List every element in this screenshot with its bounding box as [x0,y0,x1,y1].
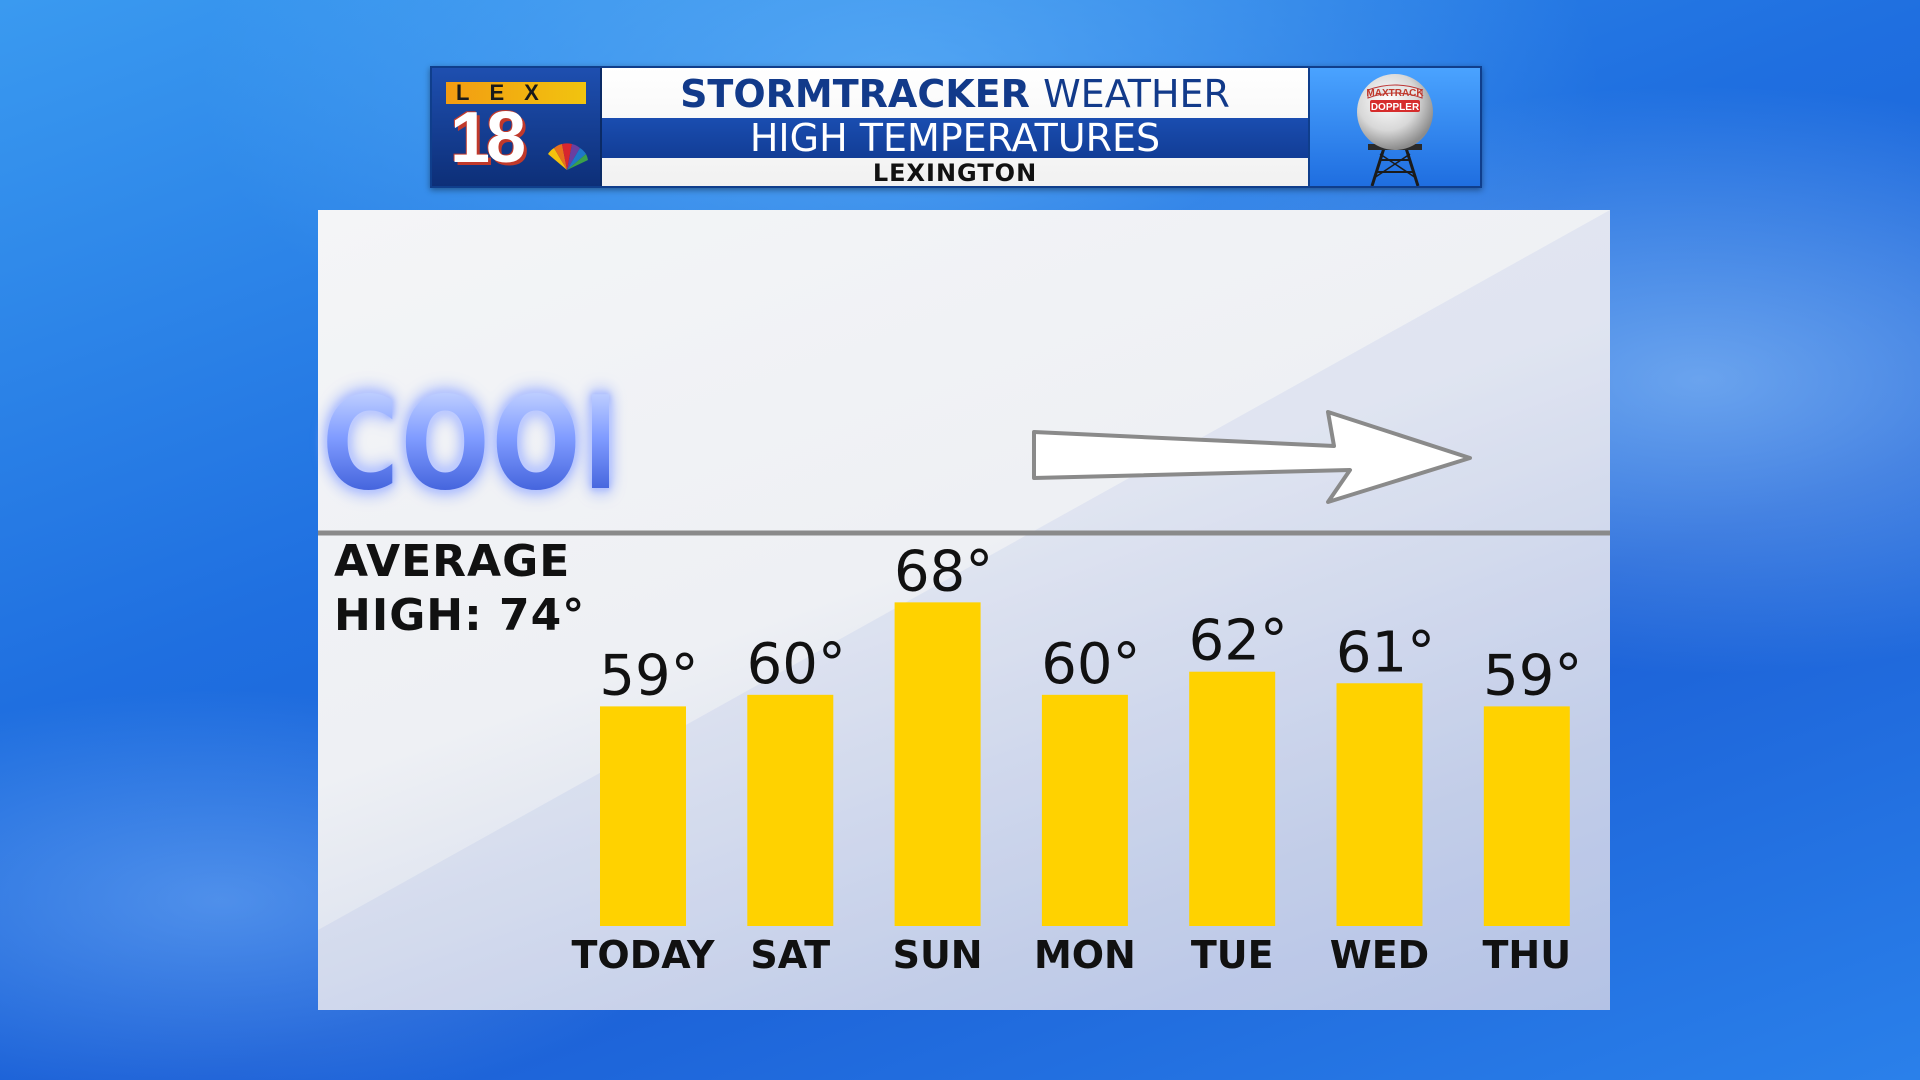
trend-word: COOL [322,370,651,519]
radar-logo-text-bottom: DOPPLER [1371,102,1420,113]
bar-wed [1336,683,1423,926]
header-title-bold: STORMTRACKER [680,72,1030,116]
average-high-label: AVERAGE HIGH: 74° [334,535,634,643]
bar-sun [894,602,981,926]
category-label-wed: WED [1330,933,1429,977]
average-high-label-line1: AVERAGE [334,536,571,587]
header-banner: LEX 18 STORMTRACKER WEATHER HIGH TEMPERA… [430,66,1482,188]
radar-tower-icon: MAXTRACK DOPPLER [1357,74,1433,187]
header-title: STORMTRACKER WEATHER [602,72,1308,116]
category-label-mon: MON [1034,933,1136,977]
station-logo: LEX 18 [432,68,602,186]
value-label-wed: 61° [1336,620,1435,685]
radar-logo: MAXTRACK DOPPLER [1310,68,1480,187]
peacock-icon [548,143,588,170]
value-label-thu: 59° [1483,643,1582,708]
value-label-today: 59° [599,643,698,708]
header-title-block: STORMTRACKER WEATHER HIGH TEMPERATURES L… [602,68,1308,186]
bar-thu [1483,706,1570,926]
bar-mon [1041,694,1128,926]
station-logo-letters: LEX [446,82,586,104]
value-label-mon: 60° [1041,632,1140,697]
value-label-sat: 60° [747,632,846,697]
bar-tue [1189,671,1276,926]
header-title-light: WEATHER [1043,72,1230,116]
category-label-tue: TUE [1191,933,1274,977]
value-label-sun: 68° [894,539,993,604]
average-high-label-line2: HIGH: 74° [334,590,586,641]
station-logo-number: 18 [450,98,526,178]
category-label-today: TODAY [571,933,715,977]
category-label-thu: THU [1483,933,1572,977]
bar-today [600,706,686,926]
value-label-tue: 62° [1189,609,1288,674]
header-subtitle: HIGH TEMPERATURES [602,118,1308,158]
radar-logo-text-top: MAXTRACK [1366,88,1424,99]
header-location: LEXINGTON [872,159,1038,187]
category-label-sun: SUN [893,933,983,977]
category-label-sat: SAT [750,933,830,977]
right-arrow-icon [1032,410,1472,504]
bar-sat [747,694,834,926]
